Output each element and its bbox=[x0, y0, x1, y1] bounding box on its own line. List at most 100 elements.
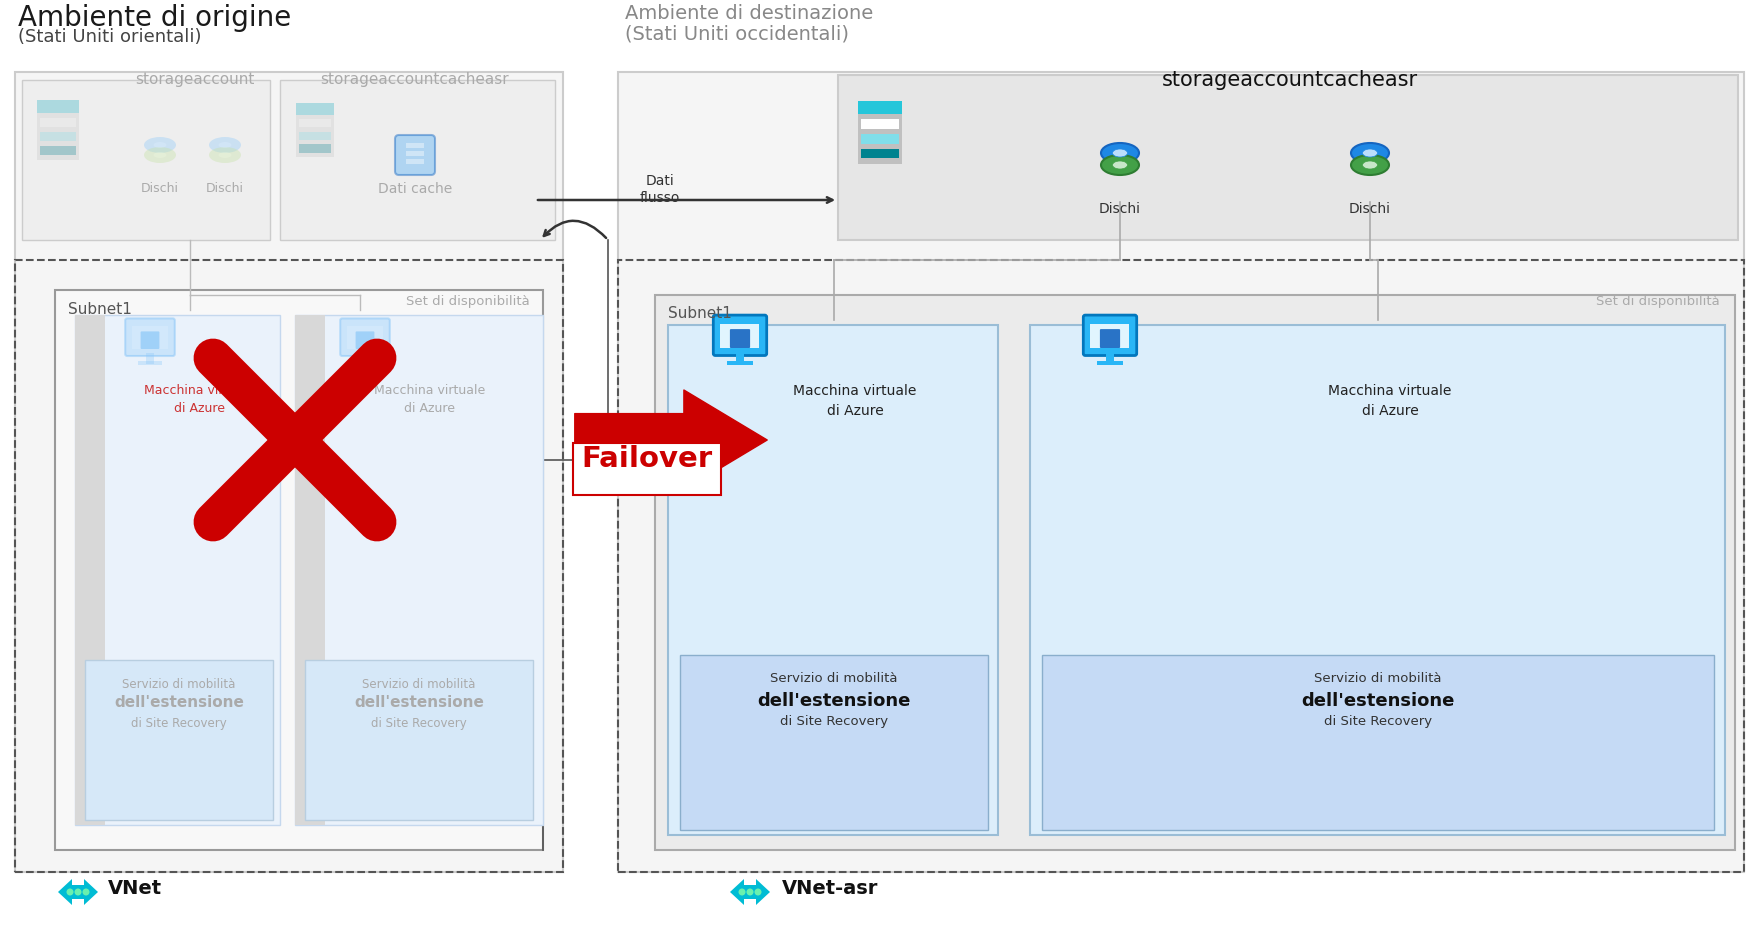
Text: Set di disponibilità: Set di disponibilità bbox=[406, 295, 529, 308]
Circle shape bbox=[746, 888, 753, 896]
Bar bbox=[735, 352, 744, 364]
Ellipse shape bbox=[1112, 149, 1128, 157]
Text: storageaccountcacheasr: storageaccountcacheasr bbox=[1163, 70, 1418, 90]
Bar bbox=[354, 361, 376, 365]
Bar bbox=[721, 323, 760, 349]
Bar bbox=[37, 100, 79, 160]
Bar bbox=[299, 119, 331, 127]
Bar bbox=[55, 290, 544, 850]
Bar bbox=[84, 660, 273, 820]
Text: di Site Recovery: di Site Recovery bbox=[132, 717, 227, 730]
Text: dell'estensione: dell'estensione bbox=[114, 695, 245, 710]
FancyBboxPatch shape bbox=[714, 315, 767, 355]
Ellipse shape bbox=[1363, 161, 1377, 169]
Bar bbox=[1031, 325, 1726, 835]
Bar bbox=[1091, 323, 1129, 349]
Circle shape bbox=[739, 888, 746, 896]
Text: VNet: VNet bbox=[107, 879, 162, 898]
FancyBboxPatch shape bbox=[141, 332, 160, 349]
Text: storageaccountcacheasr: storageaccountcacheasr bbox=[320, 72, 510, 87]
Text: Macchina virtuale: Macchina virtuale bbox=[1328, 384, 1451, 398]
Text: dell'estensione: dell'estensione bbox=[1302, 692, 1455, 710]
Text: di Site Recovery: di Site Recovery bbox=[1325, 715, 1432, 728]
Bar bbox=[132, 326, 169, 349]
Text: Macchina virtuale: Macchina virtuale bbox=[793, 384, 916, 398]
Circle shape bbox=[755, 888, 762, 896]
Text: di Site Recovery: di Site Recovery bbox=[779, 715, 888, 728]
Ellipse shape bbox=[218, 152, 232, 158]
FancyBboxPatch shape bbox=[1099, 329, 1120, 348]
Text: Dati cache: Dati cache bbox=[378, 182, 452, 196]
FancyBboxPatch shape bbox=[355, 332, 375, 349]
Bar bbox=[1106, 352, 1113, 364]
Polygon shape bbox=[730, 879, 756, 905]
Bar bbox=[617, 260, 1743, 872]
Bar bbox=[726, 361, 753, 366]
Bar bbox=[280, 80, 556, 240]
Bar bbox=[862, 149, 899, 158]
Bar bbox=[361, 352, 369, 364]
Text: Servizio di mobilità: Servizio di mobilità bbox=[362, 678, 475, 691]
Bar bbox=[406, 159, 424, 164]
Text: Servizio di mobilità: Servizio di mobilità bbox=[123, 678, 236, 691]
Ellipse shape bbox=[153, 142, 167, 148]
Bar bbox=[654, 295, 1734, 850]
Text: Macchina virtuale: Macchina virtuale bbox=[144, 384, 255, 397]
Bar bbox=[146, 352, 153, 364]
Bar bbox=[23, 80, 269, 240]
Text: di Site Recovery: di Site Recovery bbox=[371, 717, 466, 730]
Ellipse shape bbox=[1351, 143, 1390, 163]
Text: Macchina virtuale: Macchina virtuale bbox=[375, 384, 485, 397]
Text: Dischi: Dischi bbox=[1099, 202, 1142, 216]
Text: Dati: Dati bbox=[646, 174, 674, 188]
Text: Dischi: Dischi bbox=[141, 182, 179, 195]
Ellipse shape bbox=[1363, 149, 1377, 157]
Text: Set di disponibilità: Set di disponibilità bbox=[1595, 295, 1720, 308]
Polygon shape bbox=[72, 879, 99, 905]
Bar bbox=[406, 143, 424, 148]
Bar bbox=[862, 134, 899, 144]
Text: di Azure: di Azure bbox=[1361, 404, 1418, 418]
Bar bbox=[40, 146, 76, 155]
Text: flusso: flusso bbox=[640, 191, 681, 205]
Bar bbox=[40, 132, 76, 141]
Ellipse shape bbox=[218, 142, 232, 148]
FancyBboxPatch shape bbox=[339, 319, 390, 356]
Text: Failover: Failover bbox=[582, 445, 712, 473]
Circle shape bbox=[83, 888, 90, 896]
Ellipse shape bbox=[209, 147, 241, 163]
FancyBboxPatch shape bbox=[396, 135, 434, 175]
FancyArrowPatch shape bbox=[575, 390, 767, 490]
Bar bbox=[16, 260, 563, 872]
Ellipse shape bbox=[144, 137, 176, 153]
Text: Ambiente di origine: Ambiente di origine bbox=[18, 4, 292, 32]
Ellipse shape bbox=[153, 152, 167, 158]
Text: Subnet1: Subnet1 bbox=[668, 306, 732, 321]
Ellipse shape bbox=[209, 137, 241, 153]
Text: di Azure: di Azure bbox=[174, 402, 225, 415]
Text: Dischi: Dischi bbox=[206, 182, 245, 195]
Bar bbox=[681, 655, 989, 830]
Polygon shape bbox=[744, 879, 770, 905]
Text: di Azure: di Azure bbox=[827, 404, 883, 418]
Text: dell'estensione: dell'estensione bbox=[354, 695, 484, 710]
Bar bbox=[76, 315, 280, 825]
Bar bbox=[858, 101, 902, 114]
Bar bbox=[16, 72, 563, 872]
Bar bbox=[137, 361, 162, 365]
Bar bbox=[1098, 361, 1122, 366]
Bar bbox=[40, 118, 76, 127]
Bar bbox=[862, 119, 899, 129]
Circle shape bbox=[74, 888, 81, 896]
FancyBboxPatch shape bbox=[125, 319, 174, 356]
Bar bbox=[573, 443, 721, 495]
Text: Servizio di mobilità: Servizio di mobilità bbox=[770, 672, 897, 685]
Bar bbox=[406, 151, 424, 156]
Text: storageaccount: storageaccount bbox=[135, 72, 255, 87]
FancyBboxPatch shape bbox=[730, 329, 749, 348]
Ellipse shape bbox=[1351, 155, 1390, 175]
Bar bbox=[837, 75, 1738, 240]
Polygon shape bbox=[58, 879, 84, 905]
Bar bbox=[858, 101, 902, 164]
Bar bbox=[37, 100, 79, 113]
